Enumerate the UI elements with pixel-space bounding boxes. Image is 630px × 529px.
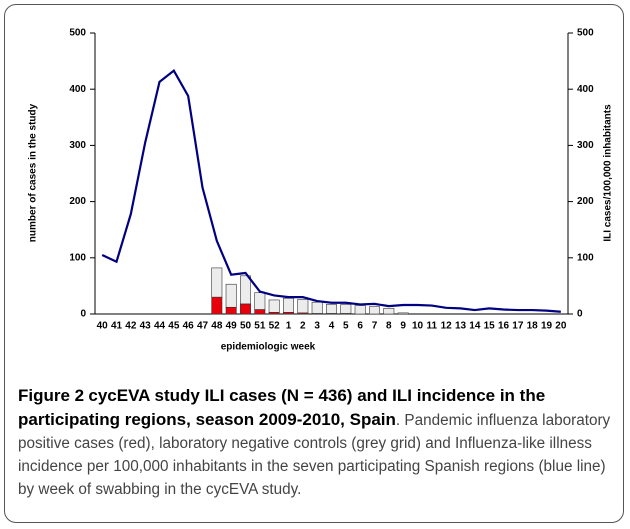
bar <box>268 299 280 313</box>
y-tick-label: 0 <box>80 309 86 320</box>
x-tick-label: 17 <box>512 321 524 332</box>
x-tick-label: 4 <box>329 321 335 332</box>
x-tick-label: 45 <box>168 321 180 332</box>
x-tick-label: 40 <box>97 321 109 332</box>
figure-frame <box>4 4 624 523</box>
x-tick-label: 48 <box>211 321 223 332</box>
bar <box>326 304 337 314</box>
x-tick-label: 7 <box>372 321 378 332</box>
bar <box>283 297 294 313</box>
bar <box>397 312 409 315</box>
x-tick-label: 46 <box>183 321 195 332</box>
y2-tick-label: 100 <box>577 252 594 263</box>
bar <box>383 308 395 315</box>
bar <box>240 303 251 315</box>
chart: epidemiologic week number of cases in th… <box>28 28 614 353</box>
x-tick-label: 49 <box>226 321 238 332</box>
bar <box>254 292 266 310</box>
y2-tick-label: 200 <box>577 196 594 207</box>
bar <box>340 304 352 314</box>
y-tick-label: 200 <box>69 196 86 207</box>
x-tick-label: 52 <box>269 321 281 332</box>
x-tick-label: 5 <box>343 321 349 332</box>
bar <box>211 296 223 315</box>
bar <box>225 283 237 308</box>
x-tick-label: 47 <box>197 321 209 332</box>
line <box>101 68 561 313</box>
x-tick-label: 6 <box>357 321 363 332</box>
bar <box>311 301 323 314</box>
x-tick-label: 13 <box>455 321 467 332</box>
bar <box>211 267 223 298</box>
bar <box>240 275 251 305</box>
x-tick-label: 16 <box>498 321 510 332</box>
x-tick-label: 14 <box>469 321 481 332</box>
caption-label: Figure 2 <box>18 386 85 405</box>
x-tick-label: 12 <box>441 321 453 332</box>
caption-title: cycEVA study ILI cases (N = 436) and ILI… <box>18 386 546 429</box>
x-tick-label: 9 <box>400 321 406 332</box>
x-tick-label: 19 <box>541 321 553 332</box>
y2-tick-label: 400 <box>577 84 594 95</box>
y2-tick-label: 0 <box>577 309 583 320</box>
x-tick-label: 15 <box>484 321 496 332</box>
bar <box>369 306 380 315</box>
x-tick-label: 50 <box>240 321 252 332</box>
x-tick-label: 41 <box>111 321 123 332</box>
x-tick-label: 20 <box>555 321 567 332</box>
x-tick-label: 3 <box>314 321 320 332</box>
bar <box>225 306 237 315</box>
y2-tick-label: 300 <box>577 140 594 151</box>
x-tick-label: 44 <box>154 321 166 332</box>
x-tick-label: 51 <box>254 321 266 332</box>
caption: Figure 2 cycEVA study ILI cases (N = 436… <box>18 384 618 501</box>
x-tick-label: 43 <box>140 321 152 332</box>
caption-text: . Pandemic influenza laboratory positive… <box>18 412 611 498</box>
x-axis-title: epidemiologic week <box>221 342 316 353</box>
bar <box>297 299 309 314</box>
x-tick-label: 1 <box>286 321 292 332</box>
y-tick-label: 100 <box>69 252 86 263</box>
y-tick-label: 400 <box>69 84 86 95</box>
x-tick-label: 11 <box>427 321 438 332</box>
bar <box>354 305 366 315</box>
y2-axis-title: ILI cases/100,000 inhabitants <box>603 104 614 242</box>
x-tick-label: 42 <box>125 321 137 332</box>
x-tick-label: 10 <box>412 321 424 332</box>
y-tick-label: 500 <box>69 28 86 39</box>
y-axis-title: number of cases in the study <box>28 103 39 242</box>
x-tick-label: 18 <box>527 321 539 332</box>
bar <box>254 309 266 315</box>
y2-tick-label: 500 <box>577 28 594 39</box>
x-tick-label: 2 <box>300 321 306 332</box>
x-tick-label: 8 <box>386 321 392 332</box>
y-tick-label: 300 <box>69 140 86 151</box>
